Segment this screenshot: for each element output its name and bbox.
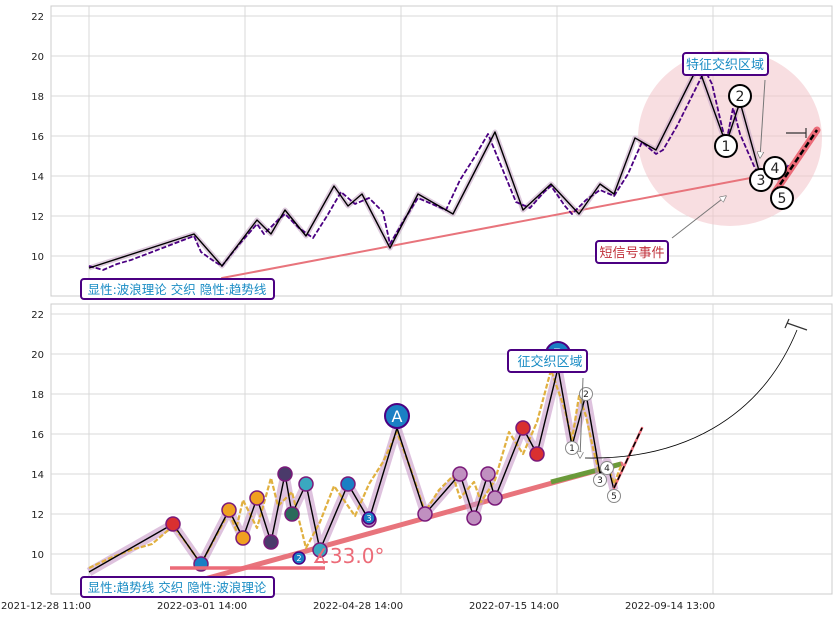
sub-wave-label: 3 [366,514,371,523]
turning-point-marker [466,510,482,526]
top-legend-text: 显性:波浪理论 交织 隐性:趋势线 [88,282,267,297]
y-tick-label: 12 [31,212,44,223]
y-tick-label: 18 [31,92,44,103]
wave-marker [607,489,621,503]
top-y-tick-labels: 10 12 14 16 18 20 22 [31,12,44,263]
x-tick-label: 2022-03-01 14:00 [157,601,247,612]
wave-label: 2 [736,89,745,105]
top-forecast-line [771,126,821,196]
wave-marker [770,186,794,210]
trend-angle-label: ∡33.0° [312,544,384,568]
x-tick-label: 2021-12-28 11:00 [1,601,91,612]
y-tick-label: 14 [31,470,44,481]
major-wave-marker [384,403,410,429]
wave-label: 3 [757,173,766,189]
turning-point-marker [165,516,181,532]
bottom-legend-text: 显性:趋势线 交织 隐性:波浪理论 [88,580,267,595]
forecast-dashed [773,129,819,193]
top-wave-series [88,65,783,269]
feature-zone-label: 特征交织区域 [686,57,764,73]
bottom-legend-box: 显性:趋势线 交织 隐性:波浪理论 [80,576,275,598]
sub-wave-label: 2 [296,554,301,563]
wave-label: 2 [583,390,589,400]
turning-point-marker [515,420,531,436]
top-end-marker [786,128,807,138]
short-signal-arrow [671,196,726,239]
y-tick-label: 12 [31,510,44,521]
major-wave-label: A [392,407,403,426]
turning-point-marker [340,476,356,492]
wave-marker [565,441,579,455]
trendline [198,461,624,583]
turning-point-marker [312,542,328,558]
x-tick-labels: 2021-12-28 11:00 2022-03-01 14:00 2022-04-… [1,601,715,612]
bottom-plot-area [50,303,833,595]
bottom-end-marker [784,318,808,331]
x-tick-label: 2022-09-14 13:00 [625,601,715,612]
turning-point-marker [249,490,265,506]
y-tick-label: 20 [31,52,44,63]
turning-point-marker [235,530,251,546]
turning-point-marker [284,506,300,522]
bottom-turning-point-markers [165,420,545,572]
turning-point-marker [221,502,237,518]
x-tick-label: 2022-04-28 14:00 [313,601,403,612]
y-tick-label: 10 [31,252,44,263]
bottom-forecast-line [612,426,644,490]
top-legend-box: 显性:波浪理论 交织 隐性:趋势线 [80,278,275,300]
turning-point-marker [417,506,433,522]
y-tick-label: 20 [31,350,44,361]
y-tick-label: 16 [31,132,44,143]
wave-marker [714,134,738,158]
bottom-feature-zone-box: 征交织区域 [507,349,588,373]
bottom-feature-zone-label: 征交织区域 [517,354,582,370]
turning-point-marker [263,534,279,550]
wave-label: 4 [604,464,610,474]
turning-point-marker [487,490,503,506]
forecast-dashed [613,427,643,489]
feature-zone-label-box: 特征交织区域 [682,52,769,76]
y-tick-label: 16 [31,430,44,441]
wave-label: 1 [722,139,731,155]
y-tick-label: 18 [31,390,44,401]
feature-zone-arrow [760,79,766,158]
wave-marker [763,156,787,180]
short-signal-label-box: 短信号事件 [595,240,669,264]
bottom-y-tick-labels: 10 12 14 16 18 20 22 [31,310,44,561]
wave-label: 3 [597,476,603,486]
turning-point-marker [480,466,496,482]
sub-wave-marker [292,551,306,565]
wave-label: 4 [771,161,780,177]
bottom-projection-curve [584,329,798,459]
x-tick-label: 2022-07-15 14:00 [469,601,559,612]
turning-point-marker [452,466,468,482]
trendline [221,175,762,279]
wave-line [88,65,783,269]
wave-marker [593,473,607,487]
wave-label: 5 [778,191,787,207]
bottom-feature-zone-arrow [580,377,583,458]
wave-marker [728,84,752,108]
y-tick-label: 22 [31,310,44,321]
turning-point-marker [298,476,314,492]
y-tick-label: 22 [31,12,44,23]
turning-point-marker [529,446,545,462]
wave-label: 5 [611,492,617,502]
y-tick-label: 10 [31,550,44,561]
top-trendline [221,175,762,279]
wave-label: 1 [569,444,575,454]
wave-marker [600,461,614,475]
sub-wave-marker [362,511,376,525]
y-tick-label: 14 [31,172,44,183]
short-signal-label: 短信号事件 [599,246,664,261]
turning-point-marker [277,466,293,482]
